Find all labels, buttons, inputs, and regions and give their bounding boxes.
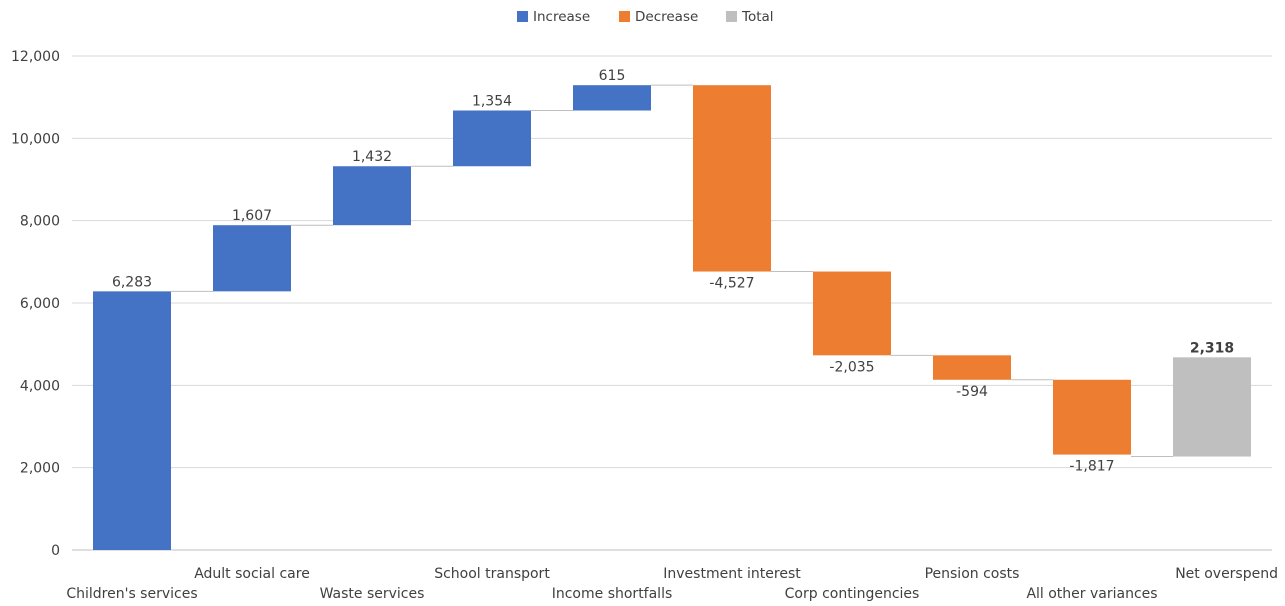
bar-4 [453,110,531,167]
data-label-10: 2,318 [1190,340,1234,356]
bar-5 [573,85,651,111]
x-tick-label: School transport [434,566,550,582]
data-label-4: 1,354 [472,94,512,110]
legend-swatch-decrease [619,11,630,22]
x-tick-label: Waste services [320,586,425,602]
data-label-7: -2,035 [829,359,874,375]
legend-label-total: Total [741,9,774,25]
bar-7 [813,271,891,356]
gridlines [72,55,1272,551]
data-label-6: -4,527 [709,276,754,292]
y-axis: 0 2,000 4,000 6,000 8,000 10,000 12,000 [11,49,60,559]
legend: Increase Decrease Total [517,9,774,25]
bars [93,85,1251,550]
x-tick-label: Net overspend [1175,566,1278,582]
bar-10 [1173,357,1251,457]
data-label-2: 1,607 [232,208,272,224]
data-label-1: 6,283 [112,274,152,290]
x-tick-label: Investment interest [663,566,801,582]
bar-8 [933,355,1011,380]
x-tick-label: All other variances [1026,586,1157,602]
y-tick-label: 2,000 [20,461,60,477]
data-label-3: 1,432 [352,149,392,165]
data-label-9: -1,817 [1069,459,1114,475]
x-tick-label: Adult social care [194,566,310,582]
x-tick-label: Income shortfalls [552,586,673,602]
x-tick-label: Corp contingencies [785,586,920,602]
y-tick-label: 0 [51,543,60,559]
x-tick-label: Children's services [66,586,197,602]
legend-swatch-total [726,11,737,22]
y-tick-label: 4,000 [20,378,60,394]
data-label-5: 615 [599,68,626,84]
y-tick-label: 8,000 [20,214,60,230]
data-label-8: -594 [956,384,988,400]
y-tick-label: 10,000 [11,131,60,147]
bar-2 [213,225,291,292]
bar-6 [693,85,771,272]
y-tick-label: 6,000 [20,296,60,312]
y-tick-label: 12,000 [11,49,60,65]
x-axis: Children's services Adult social care Wast… [66,566,1278,602]
bar-3 [333,166,411,226]
bar-1 [93,291,171,550]
legend-label-decrease: Decrease [635,9,698,25]
legend-swatch-increase [517,11,528,22]
data-labels: 6,283 1,607 1,432 1,354 615 -4,527 -2,035 -594 -… [112,68,1234,474]
bar-9 [1053,379,1131,455]
connectors [171,84,1173,458]
x-tick-label: Pension costs [925,566,1020,582]
legend-label-increase: Increase [533,9,590,25]
